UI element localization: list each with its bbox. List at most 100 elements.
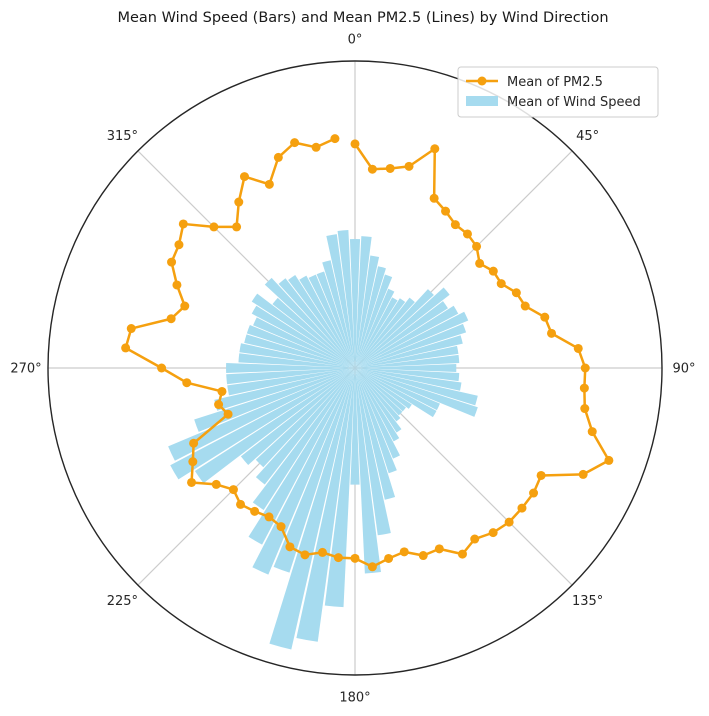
pm25-point bbox=[300, 550, 310, 560]
pm25-point bbox=[330, 134, 340, 144]
wind-speed-bar bbox=[355, 368, 478, 417]
pm25-point bbox=[182, 378, 192, 388]
wind-speed-bar bbox=[288, 275, 355, 368]
pm25-point bbox=[172, 280, 182, 290]
wind-speed-bar bbox=[355, 323, 467, 368]
pm25-point bbox=[273, 152, 283, 162]
wind-speed-bar bbox=[355, 368, 403, 416]
pm25-point bbox=[167, 257, 177, 267]
pm25-point bbox=[488, 528, 498, 538]
pm25-point bbox=[475, 258, 485, 268]
wind-speed-bar bbox=[355, 297, 415, 368]
wind-speed-bar bbox=[214, 368, 355, 411]
pm25-point bbox=[580, 404, 590, 414]
pm25-point bbox=[232, 222, 242, 232]
pm25-point bbox=[121, 343, 131, 353]
pm25-point bbox=[187, 477, 197, 487]
wind-speed-bar bbox=[355, 368, 400, 442]
legend-frame bbox=[457, 66, 659, 118]
wind-speed-bar bbox=[248, 368, 355, 545]
pm25-point bbox=[350, 139, 360, 149]
wind-speed-bar bbox=[350, 368, 360, 485]
wind-speed-bar bbox=[240, 368, 355, 466]
theta-tick-label: 315° bbox=[107, 129, 138, 144]
theta-tick-label: 135° bbox=[572, 594, 603, 609]
pm25-point bbox=[236, 499, 246, 509]
pm25-point bbox=[384, 553, 394, 563]
pm25-point bbox=[166, 314, 176, 324]
wind-speed-bar bbox=[355, 368, 406, 412]
wind-speed-bar bbox=[251, 305, 355, 368]
wind-speed-bar bbox=[253, 317, 355, 368]
wind-speed-bar bbox=[355, 368, 396, 500]
pm25-point bbox=[217, 386, 227, 396]
wind-speed-bar bbox=[239, 343, 355, 368]
pm25-point bbox=[504, 517, 514, 527]
wind-speed-bar bbox=[355, 368, 401, 422]
wind-speed-bar bbox=[227, 368, 355, 396]
wind-speed-bar bbox=[170, 368, 355, 480]
wind-speed-bar bbox=[355, 368, 478, 406]
wind-speed-bar bbox=[238, 353, 355, 368]
wind-speed-bar bbox=[355, 368, 462, 391]
pm25-point bbox=[174, 240, 184, 250]
pm25-point bbox=[350, 553, 360, 563]
wind-speed-bar bbox=[355, 368, 402, 433]
wind-speed-bar bbox=[255, 368, 355, 485]
chart-title: Mean Wind Speed (Bars) and Mean PM2.5 (L… bbox=[117, 10, 608, 26]
legend-label-pm25: Mean of PM2.5 bbox=[507, 75, 603, 90]
wind-speed-bar bbox=[246, 324, 355, 368]
pm25-point bbox=[404, 161, 414, 171]
pm25-point bbox=[367, 164, 377, 174]
pm25-point bbox=[496, 279, 506, 289]
pm25-point bbox=[264, 179, 274, 189]
wind-speed-bar bbox=[355, 289, 434, 368]
wind-speed-bar bbox=[272, 297, 355, 368]
wind-speed-bar bbox=[355, 368, 460, 382]
theta-tick-labels: 0° 45° 90° 135° 180° 225° 270° 315° bbox=[10, 33, 695, 706]
pm25-point bbox=[430, 144, 440, 154]
pm25-point bbox=[579, 383, 589, 393]
pm25-point bbox=[178, 219, 188, 229]
pm25-point bbox=[317, 547, 327, 557]
wind-speed-bar bbox=[349, 239, 361, 368]
theta-tick-label: 180° bbox=[339, 691, 370, 706]
wind-speed-bar bbox=[316, 271, 355, 368]
pm25-point bbox=[333, 553, 343, 563]
pm25-point bbox=[180, 301, 190, 311]
wind-speed-bar bbox=[269, 368, 355, 650]
wind-speed-bar bbox=[355, 266, 386, 368]
pm25-point bbox=[441, 206, 451, 216]
pm25-point bbox=[157, 363, 167, 373]
wind-speed-bar bbox=[355, 368, 412, 409]
pm25-point bbox=[223, 409, 233, 419]
wind-speed-bar bbox=[264, 277, 355, 368]
pm25-point bbox=[385, 163, 395, 173]
wind-speed-bar bbox=[168, 368, 355, 461]
pm25-point bbox=[488, 266, 498, 276]
pm25-point bbox=[529, 488, 539, 498]
legend-label-wind-speed: Mean of Wind Speed bbox=[507, 95, 641, 110]
pm25-point bbox=[290, 138, 300, 148]
pm25-point bbox=[472, 241, 482, 251]
wind-speed-bar bbox=[278, 278, 355, 368]
pm25-point bbox=[580, 363, 590, 373]
pm25-point bbox=[276, 522, 286, 532]
wind-speed-bar bbox=[308, 274, 355, 368]
theta-tick-label: 270° bbox=[10, 362, 41, 377]
wind-speed-bar bbox=[355, 368, 381, 574]
pm25-point bbox=[211, 479, 221, 489]
pm25-point bbox=[429, 193, 439, 203]
wind-speed-bar bbox=[226, 362, 355, 374]
pm25-point bbox=[450, 220, 460, 230]
wind-speed-bar bbox=[255, 368, 355, 468]
pm25-point bbox=[126, 324, 136, 334]
wind-speed-bar bbox=[226, 368, 355, 385]
legend-marker-swatch bbox=[477, 76, 487, 86]
pm25-point bbox=[462, 229, 472, 239]
wind-speed-bar bbox=[273, 368, 355, 573]
pm25-point bbox=[511, 288, 521, 298]
wind-speed-bar bbox=[355, 368, 391, 536]
pm25-point bbox=[604, 455, 614, 465]
